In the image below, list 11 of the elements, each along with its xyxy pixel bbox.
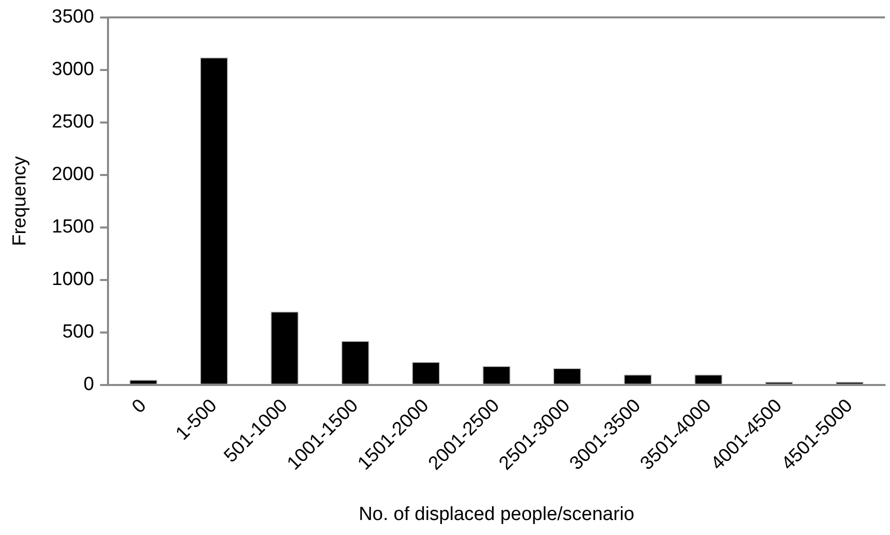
y-tick-label: 2500 bbox=[52, 112, 94, 133]
y-tick-label: 0 bbox=[83, 374, 94, 396]
y-tick-label: 500 bbox=[62, 322, 94, 343]
x-axis-title: No. of displaced people/scenario bbox=[358, 504, 634, 525]
y-tick-label: 2000 bbox=[52, 164, 94, 186]
y-tick-label: 1000 bbox=[52, 269, 94, 290]
y-axis-title: Frequency bbox=[10, 156, 31, 246]
y-tick-label: 3500 bbox=[52, 6, 94, 28]
y-tick-label: 1500 bbox=[52, 216, 94, 238]
x-tick-label: 0 bbox=[128, 395, 151, 418]
y-tick-label: 3000 bbox=[52, 59, 94, 80]
